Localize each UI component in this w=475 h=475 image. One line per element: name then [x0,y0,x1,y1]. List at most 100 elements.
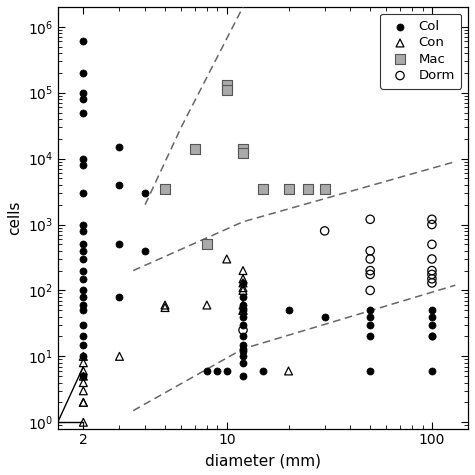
Con [79,352,87,360]
Mac [203,240,211,248]
Col [239,332,247,340]
Col [239,321,247,329]
Dorm [428,221,436,228]
Col [79,69,87,76]
Col [142,189,149,197]
Dorm [366,247,374,255]
Con [161,301,169,309]
Col [428,367,436,375]
Col [79,221,87,228]
Col [79,372,87,380]
Col [79,247,87,255]
Col [321,313,328,321]
Dorm [428,216,436,223]
Col [79,255,87,263]
Con [79,379,87,386]
Col [428,306,436,314]
Col [79,306,87,314]
Col [239,341,247,349]
Con [79,372,87,380]
Col [79,341,87,349]
Con [79,399,87,406]
Dorm [428,255,436,263]
Col [239,306,247,314]
Con [239,284,247,292]
Col [239,372,247,380]
Col [79,189,87,197]
Col [239,293,247,301]
Col [116,143,124,151]
Col [79,293,87,301]
Col [285,306,292,314]
Con [239,275,247,283]
Col [116,240,124,248]
Con [239,279,247,287]
Mac [321,185,328,192]
Col [428,313,436,321]
Con [239,267,247,275]
Col [239,359,247,367]
Col [79,332,87,340]
Col [366,306,374,314]
Col [239,279,247,287]
Con [79,418,87,426]
Col [239,352,247,360]
Con [79,399,87,406]
Col [366,332,374,340]
Col [142,247,149,255]
Col [79,275,87,283]
Dorm [321,227,328,235]
Col [239,313,247,321]
Dorm [428,275,436,283]
Col [79,155,87,162]
Col [79,301,87,309]
Mac [161,185,169,192]
Col [79,161,87,169]
Mac [223,81,230,89]
Con [239,301,247,309]
Mac [239,150,247,157]
Dorm [428,271,436,278]
Col [116,293,124,301]
Col [79,267,87,275]
Col [79,95,87,103]
Dorm [428,267,436,275]
Mac [304,185,312,192]
Dorm [239,326,247,334]
Dorm [366,271,374,278]
Col [428,332,436,340]
Mac [239,145,247,153]
Con [239,286,247,294]
Col [366,367,374,375]
Dorm [366,216,374,223]
Col [239,347,247,355]
Mac [223,86,230,94]
X-axis label: diameter (mm): diameter (mm) [205,453,321,468]
Col [79,352,87,360]
Col [79,321,87,329]
Con [223,255,230,263]
Con [79,367,87,375]
Mac [285,185,292,192]
Y-axis label: cells: cells [7,200,22,235]
Con [239,306,247,314]
Col [214,367,221,375]
Col [79,286,87,294]
Col [428,332,436,340]
Col [223,367,230,375]
Dorm [366,255,374,263]
Col [428,321,436,329]
Col [239,345,247,352]
Col [18,418,25,426]
Col [116,181,124,189]
Con [239,306,247,314]
Col [366,321,374,329]
Dorm [428,279,436,287]
Dorm [366,267,374,275]
Col [79,38,87,45]
Col [79,109,87,116]
Col [239,301,247,309]
Con [79,359,87,367]
Legend: Col, Con, Mac, Dorm: Col, Con, Mac, Dorm [380,14,461,89]
Col [79,240,87,248]
